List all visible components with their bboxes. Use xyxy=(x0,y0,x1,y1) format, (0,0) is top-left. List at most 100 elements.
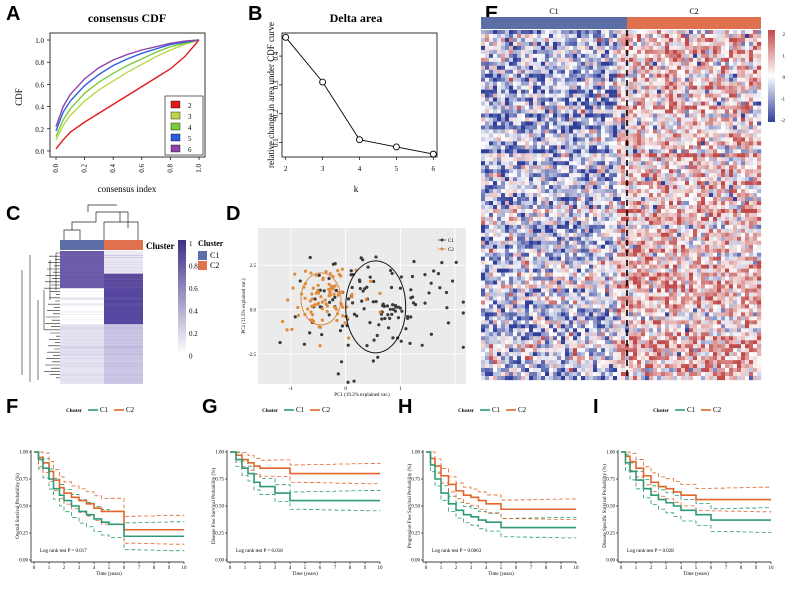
panel-e-cell xyxy=(753,193,758,198)
panel-e-cell xyxy=(617,201,622,206)
panel-e-cell xyxy=(581,157,586,162)
panel-e-cell xyxy=(513,133,518,138)
panel-e-cell xyxy=(525,189,530,194)
panel-e-cell xyxy=(673,89,678,94)
panel-e-cell xyxy=(633,244,638,249)
panel-e-cell xyxy=(693,224,698,230)
panel-e-cell xyxy=(693,37,698,43)
panel-e-cell xyxy=(493,197,498,202)
panel-e-cell xyxy=(549,33,554,39)
panel-e-cell xyxy=(557,53,562,58)
panel-e-cell xyxy=(649,30,654,35)
panel-e-cell xyxy=(489,57,494,62)
panel-e-cell xyxy=(757,137,762,142)
panel-e-cell xyxy=(585,236,590,241)
panel-e-cell xyxy=(517,232,522,237)
panel-e-cell xyxy=(617,197,622,202)
panel-e-cell xyxy=(697,137,702,142)
panel-e-cell xyxy=(697,264,702,269)
panel-e-cell xyxy=(485,240,490,245)
panel-d-point-c1 xyxy=(380,317,384,321)
panel-e-cell xyxy=(641,45,646,51)
panel-e-cell xyxy=(661,169,666,174)
panel-e-cell xyxy=(741,169,746,174)
panel-e-cell xyxy=(537,224,542,230)
panel-e-cell xyxy=(649,212,654,218)
panel-e-cell xyxy=(513,208,518,214)
panel-e-cell xyxy=(745,165,750,170)
panel-e-cell xyxy=(749,232,754,237)
panel-e-cell xyxy=(561,256,566,261)
panel-e-cell xyxy=(697,73,702,78)
panel-e-cell xyxy=(665,137,670,142)
panel-e-cell xyxy=(745,264,750,269)
panel-e-cell xyxy=(525,224,530,230)
panel-e-cell xyxy=(713,157,718,162)
panel-e-cell xyxy=(701,57,706,62)
panel-e-cell xyxy=(749,109,754,114)
panel-e-cell xyxy=(749,93,754,98)
panel-e-cell xyxy=(533,284,538,289)
panel-e-cell xyxy=(513,125,518,130)
panel-e-cell xyxy=(617,264,622,269)
panel-e-cell xyxy=(481,77,486,82)
panel-e-cell xyxy=(577,240,582,245)
panel-e-cell xyxy=(633,256,638,261)
panel-e-cell xyxy=(697,93,702,98)
panel-e-cell xyxy=(589,149,594,154)
panel-e-cell xyxy=(505,212,510,218)
panel-e-cell xyxy=(681,216,686,222)
panel-d-point-c1 xyxy=(349,273,353,277)
panel-e-cell xyxy=(649,129,654,134)
panel-e-cell xyxy=(593,236,598,241)
panel-e-cell xyxy=(729,85,734,90)
panel-e-cell xyxy=(705,165,710,170)
panel-e-cell xyxy=(737,268,742,273)
panel-b-ytick-label: 0.2 xyxy=(272,109,280,118)
panel-e-cell xyxy=(545,232,550,237)
panel-e-cell xyxy=(605,153,610,158)
panel-e-cell xyxy=(549,77,554,82)
panel-e-cell xyxy=(729,169,734,174)
panel-e-cell xyxy=(541,177,546,182)
panel-e-cell xyxy=(673,177,678,182)
panel-e-cell xyxy=(549,93,554,98)
panel-e-cell xyxy=(549,133,554,138)
panel-e-cell xyxy=(549,45,554,51)
panel-e-cell xyxy=(653,224,658,230)
panel-e-cell xyxy=(605,37,610,43)
panel-e-cell xyxy=(653,53,658,58)
panel-e-cell xyxy=(713,81,718,86)
panel-e-cell xyxy=(661,137,666,142)
panel-e-cell xyxy=(745,181,750,186)
panel-e-cell xyxy=(629,49,634,55)
panel-e-cell xyxy=(749,193,754,198)
panel-e-cell xyxy=(745,85,750,90)
panel-e-cell xyxy=(505,45,510,51)
panel-e-cell xyxy=(721,113,726,118)
panel-e-cell xyxy=(693,165,698,170)
panel-e-cell xyxy=(689,268,694,273)
panel-e-cell xyxy=(673,45,678,51)
panel-e-cell xyxy=(545,45,550,51)
panel-e-cell xyxy=(641,181,646,186)
panel-e-cell xyxy=(585,252,590,257)
panel-e-cell xyxy=(573,65,578,70)
panel-e-cell xyxy=(545,125,550,130)
panel-e-cell xyxy=(569,101,574,106)
panel-e-cell xyxy=(481,181,486,186)
panel-e-cell xyxy=(569,33,574,39)
panel-e-cell xyxy=(689,208,694,214)
panel-e-cell xyxy=(493,224,498,230)
panel-e-cell xyxy=(681,201,686,206)
panel-e-cell xyxy=(533,37,538,43)
panel-e-cell xyxy=(705,117,710,122)
panel-e-cell xyxy=(609,173,614,178)
panel-e-cell xyxy=(573,105,578,110)
panel-e-cell xyxy=(661,236,666,241)
panel-e-cell xyxy=(757,244,762,249)
panel-e-cell xyxy=(729,268,734,273)
panel-e-cell xyxy=(649,169,654,174)
panel-e-cell xyxy=(725,276,730,281)
panel-e-cell xyxy=(529,157,534,162)
